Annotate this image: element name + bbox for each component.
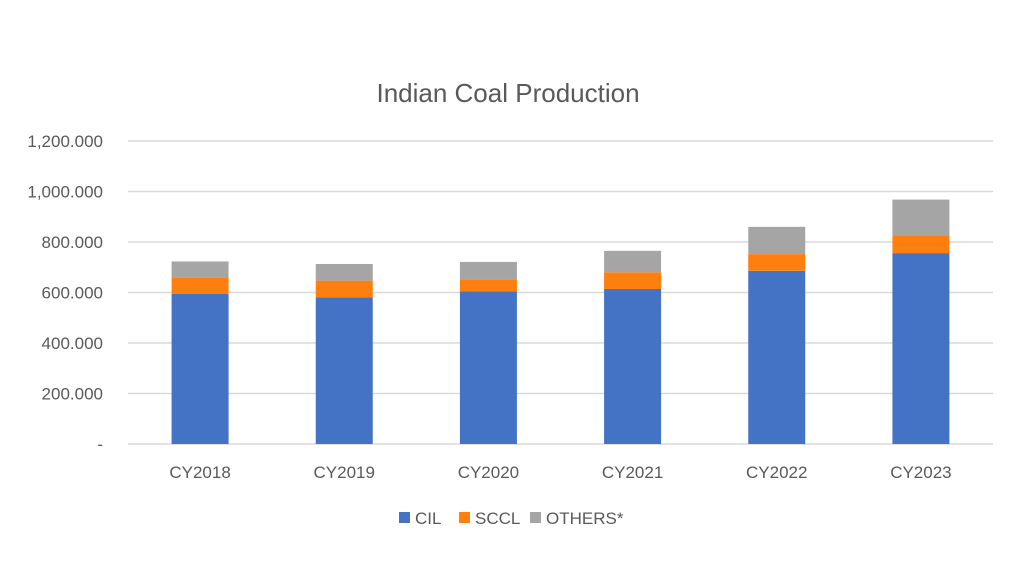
bar-cil-cy2019 [315,297,373,444]
bar-sccl-cy2021 [604,272,662,289]
x-tick-label: CY2019 [314,463,375,482]
bars [171,199,950,444]
legend-swatch [530,512,541,523]
bar-cil-cy2023 [892,253,950,444]
bar-others-cy2018 [171,261,229,278]
bar-sccl-cy2023 [892,235,950,254]
bar-others-cy2020 [459,261,517,280]
legend-item: CIL [399,509,441,528]
bar-others-cy2022 [748,226,806,255]
bar-cil-cy2018 [171,294,229,444]
bar-cil-cy2022 [748,270,806,444]
legend-label: SCCL [475,509,520,528]
bar-others-cy2021 [604,250,662,273]
legend-label: OTHERS* [546,509,624,528]
y-tick-label: 1,200.000 [27,132,103,151]
bar-sccl-cy2022 [748,254,806,271]
chart-title: Indian Coal Production [376,78,639,108]
bar-cil-cy2020 [459,291,517,444]
bar-sccl-cy2020 [459,279,517,292]
y-tick-label: 400.000 [42,334,103,353]
y-axis-tick-labels: - 200.000 400.000 600.000 800.000 1,000.000 1,… [27,132,103,454]
x-tick-label: CY2020 [458,463,519,482]
legend-swatch [399,512,410,523]
x-tick-label: CY2023 [890,463,951,482]
x-tick-label: CY2018 [169,463,230,482]
x-tick-label: CY2022 [746,463,807,482]
y-tick-label: - [97,435,103,454]
legend-item: OTHERS* [530,509,624,528]
gridlines [128,140,993,445]
bar-others-cy2019 [315,263,373,281]
x-tick-label: CY2021 [602,463,663,482]
y-tick-label: 800.000 [42,233,103,252]
legend-item: SCCL [459,509,520,528]
bar-sccl-cy2018 [171,277,229,295]
legend: CIL SCCL OTHERS* [399,509,624,528]
legend-label: CIL [415,509,441,528]
legend-swatch [459,512,470,523]
bar-cil-cy2021 [604,288,662,444]
y-tick-label: 200.000 [42,385,103,404]
x-axis-tick-labels: CY2018 CY2019 CY2020 CY2021 CY2022 CY2023 [169,463,951,482]
y-tick-label: 600.000 [42,284,103,303]
bar-others-cy2023 [892,199,950,236]
y-tick-label: 1,000.000 [27,183,103,202]
bar-sccl-cy2019 [315,280,373,298]
